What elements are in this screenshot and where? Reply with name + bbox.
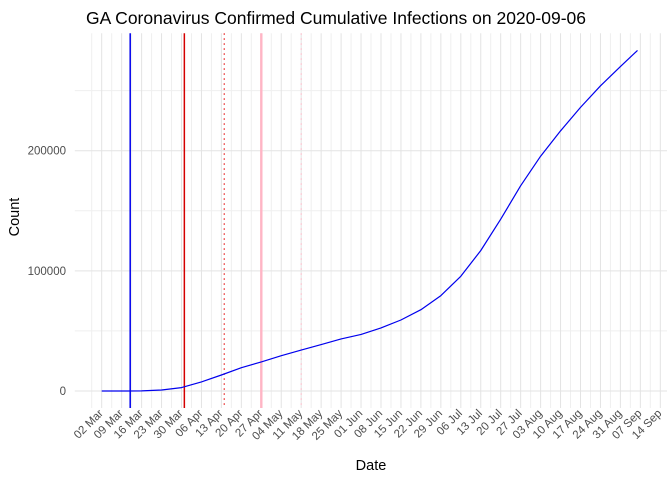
y-tick-label: 100000 (28, 266, 66, 278)
x-axis-title: Date (355, 458, 387, 474)
series-line-cumulative-confirmed-infections (101, 49, 638, 392)
y-tick-label: 0 (60, 386, 66, 398)
chart-title: GA Coronavirus Confirmed Cumulative Infe… (86, 8, 586, 28)
y-tick-label: 200000 (28, 146, 66, 158)
